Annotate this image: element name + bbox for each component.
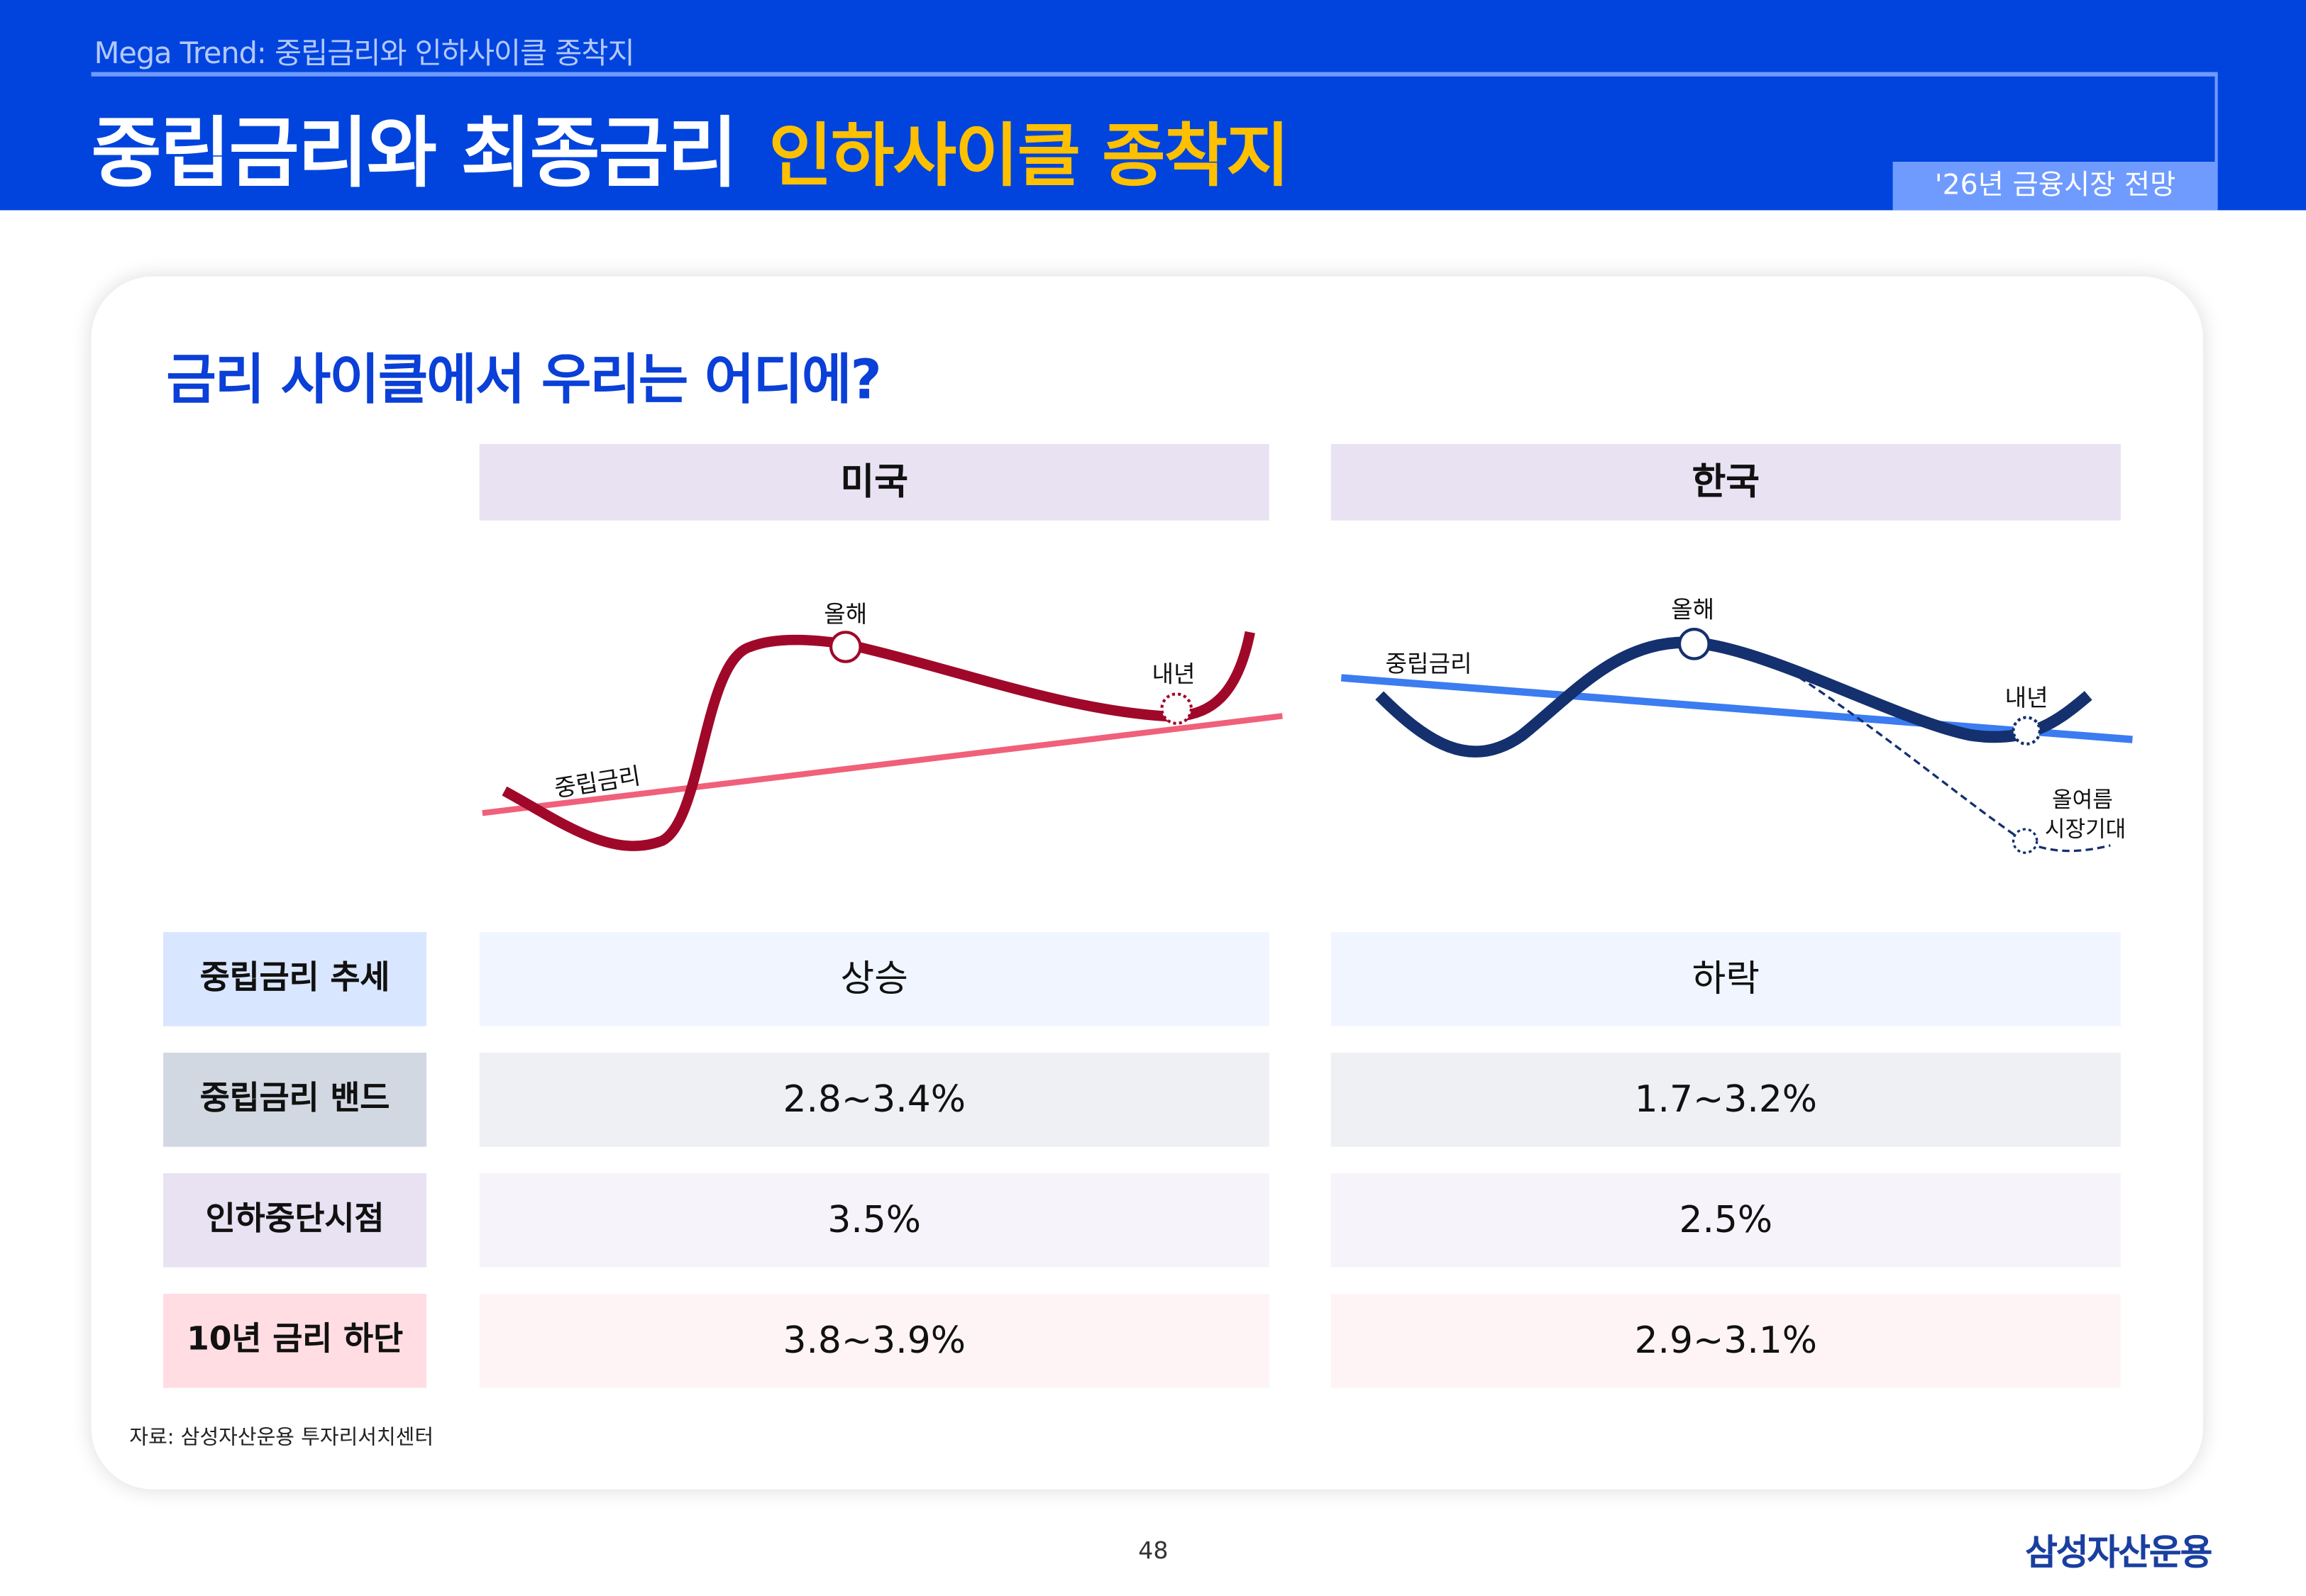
kr-neutral-label: 중립금리 (1385, 650, 1472, 677)
kicker: Mega Trend: 중립금리와 인하사이클 종착지 (94, 35, 635, 71)
row-label-10y-floor: 10년 금리 하단 (163, 1293, 427, 1388)
company-logo: 삼성자산운용 (2025, 1531, 2212, 1573)
kr-diagram: 올해 내년 중립금리 올여름 시장기대 (1340, 596, 2133, 854)
cell-kr-10y-floor: 2.9~3.1% (1330, 1293, 2121, 1388)
kr-market-label-2: 시장기대 (2045, 816, 2126, 842)
section-heading: 금리 사이클에서 우리는 어디에? (166, 348, 882, 412)
cell-kr-neutral-band: 1.7~3.2% (1330, 1053, 2121, 1147)
us-this-year-label: 올해 (824, 600, 867, 628)
page-number: 48 (1138, 1536, 1169, 1565)
kr-market-expectation-marker (2012, 828, 2039, 854)
source-note: 자료: 삼성자산운용 투자리서치센터 (129, 1426, 434, 1450)
us-this-year-marker (829, 631, 862, 663)
kr-this-year-label: 올해 (1671, 596, 1714, 624)
cell-us-neutral-trend: 상승 (479, 932, 1269, 1026)
cell-kr-neutral-trend: 하락 (1330, 932, 2121, 1026)
cell-us-neutral-band: 2.8~3.4% (479, 1053, 1269, 1147)
kr-market-label-1: 올여름 (2052, 787, 2113, 813)
row-label-neutral-trend: 중립금리 추세 (163, 932, 427, 1026)
title-highlight: 인하사이클 종착지 (768, 116, 1289, 197)
column-header-us: 미국 (479, 443, 1269, 521)
us-neutral-rate-line (482, 713, 1283, 816)
us-next-year-label: 내년 (1152, 660, 1196, 688)
kr-this-year-marker (1677, 628, 1711, 660)
header-divider (91, 72, 2218, 77)
cell-us-10y-floor: 3.8~3.9% (479, 1293, 1269, 1388)
row-label-neutral-band: 중립금리 밴드 (163, 1053, 427, 1147)
us-diagram: 올해 내년 중립금리 (482, 600, 1283, 851)
us-next-year-marker (1160, 692, 1193, 725)
us-rate-curve (502, 631, 1255, 851)
column-header-kr: 한국 (1330, 443, 2121, 521)
title-main: 중립금리와 최종금리 (91, 110, 738, 199)
header-divider-vertical (2214, 73, 2218, 165)
kr-next-year-label: 내년 (2005, 684, 2048, 711)
kr-next-year-marker (2012, 716, 2041, 746)
cell-kr-cut-stop: 2.5% (1330, 1173, 2121, 1268)
kr-neutral-rate-line (1340, 674, 2133, 743)
page-title: 중립금리와 최종금리 인하사이클 종착지 (91, 92, 1290, 201)
report-badge: '26년 금융시장 전망 (1892, 161, 2218, 211)
row-label-cut-stop: 인하중단시점 (163, 1173, 427, 1268)
kr-rate-curve (1375, 636, 2092, 758)
cell-us-cut-stop: 3.5% (479, 1173, 1269, 1268)
